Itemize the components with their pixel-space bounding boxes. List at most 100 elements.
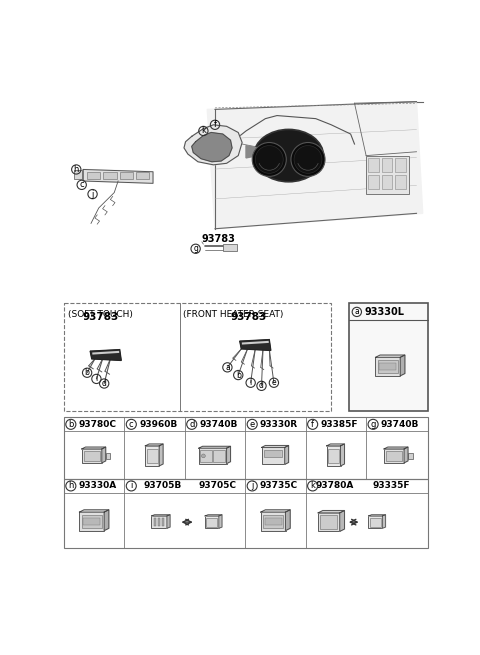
Bar [152,516,167,529]
Polygon shape [167,515,170,529]
Bar [162,518,164,526]
Bar [83,517,100,525]
Text: 93705C: 93705C [198,481,236,491]
Text: i: i [250,378,252,387]
Bar [64,479,428,548]
Circle shape [291,143,325,176]
Polygon shape [199,446,230,448]
Polygon shape [340,444,345,466]
Polygon shape [262,445,288,447]
Polygon shape [286,510,290,531]
Circle shape [252,143,286,176]
Bar [382,175,393,189]
Bar [223,244,237,251]
Text: e: e [250,420,255,429]
Bar [378,360,398,373]
Polygon shape [205,515,222,516]
Polygon shape [145,444,163,446]
Circle shape [255,145,283,174]
Text: f: f [311,420,314,429]
Text: f: f [214,121,216,129]
Text: 93330A: 93330A [79,481,117,491]
Polygon shape [400,355,405,376]
Text: 93330L: 93330L [365,307,405,317]
Polygon shape [318,510,345,513]
Polygon shape [340,510,345,531]
Bar [205,516,219,529]
Bar [147,449,157,463]
Text: 93735C: 93735C [260,481,298,491]
Text: 93330R: 93330R [260,420,298,429]
Bar [369,158,379,172]
Polygon shape [240,340,271,350]
Bar [264,450,282,457]
Bar [370,517,381,527]
Polygon shape [82,447,106,449]
Polygon shape [404,447,408,463]
Polygon shape [192,132,232,162]
Bar [262,447,285,464]
Text: k: k [310,481,315,491]
Bar [106,453,110,459]
Text: (FRONT HEATER SEAT): (FRONT HEATER SEAT) [183,310,284,318]
Bar [200,450,212,462]
Bar [199,448,227,464]
Bar [382,158,393,172]
Bar [214,450,225,462]
Bar [157,518,160,526]
Polygon shape [375,355,405,358]
Circle shape [202,454,205,458]
Bar [408,453,413,459]
Text: k: k [201,126,206,136]
Text: d: d [259,381,264,390]
Bar [263,515,283,527]
Polygon shape [159,444,163,466]
Bar [79,512,104,531]
Bar [318,513,340,531]
Text: h: h [68,481,73,491]
Text: i: i [130,481,132,491]
Text: d: d [102,379,107,388]
Text: 93335F: 93335F [372,481,409,491]
Bar [87,172,100,179]
Text: 93783: 93783 [83,312,119,322]
Text: c: c [79,180,84,189]
Text: a: a [225,363,230,372]
Bar [379,363,396,371]
Bar [386,451,402,460]
Bar [154,518,156,526]
Polygon shape [90,350,121,360]
Polygon shape [383,515,385,529]
Bar [328,449,339,463]
Bar [64,417,428,479]
Ellipse shape [254,130,324,182]
Text: j: j [91,189,94,198]
Text: g: g [371,420,376,429]
Text: 93783: 93783 [202,234,236,244]
Text: 93705B: 93705B [144,481,182,491]
Bar [84,451,99,460]
Text: a: a [354,307,359,316]
Bar [120,172,133,179]
Text: 93780A: 93780A [316,481,354,491]
Bar [395,175,406,189]
Polygon shape [369,515,385,516]
Bar [145,446,159,466]
Text: b: b [236,371,240,379]
Text: 93783: 93783 [230,312,266,322]
Text: e: e [272,378,276,387]
Bar [82,449,102,463]
Polygon shape [384,447,408,449]
Bar [321,515,337,529]
Polygon shape [326,444,345,446]
Bar [74,170,82,179]
Text: d: d [189,420,194,429]
Bar [103,172,117,179]
Bar [375,358,400,376]
Text: b: b [84,368,90,377]
Text: (SOFT TOUCH): (SOFT TOUCH) [68,310,132,318]
Text: h: h [73,165,79,174]
Bar [206,517,217,527]
Bar [326,446,340,466]
Bar [366,156,409,194]
